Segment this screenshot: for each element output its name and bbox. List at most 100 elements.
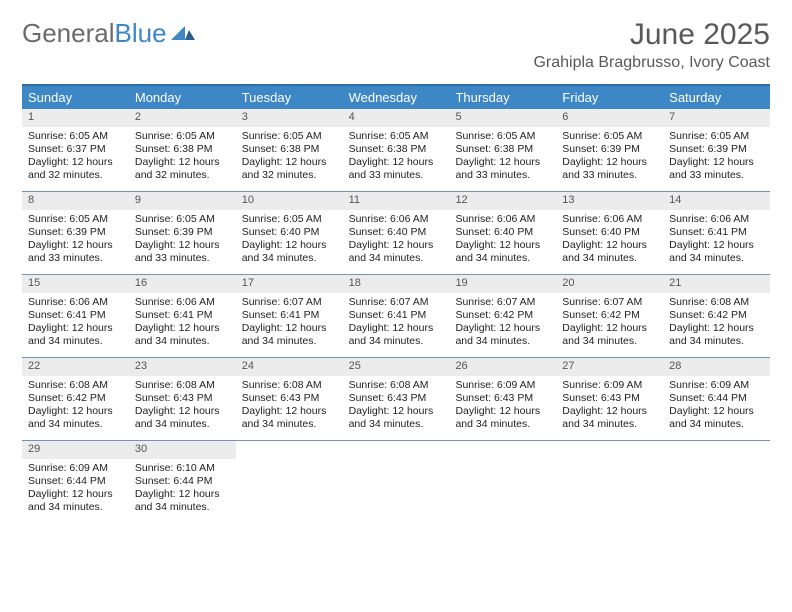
day-cell: 26Sunrise: 6:09 AMSunset: 6:43 PMDayligh… <box>449 358 556 440</box>
location: Grahipla Bragbrusso, Ivory Coast <box>533 54 770 72</box>
sunrise-line: Sunrise: 6:05 AM <box>455 130 550 143</box>
day-number: 6 <box>556 109 663 127</box>
day-body: Sunrise: 6:07 AMSunset: 6:42 PMDaylight:… <box>449 293 556 355</box>
day-body: Sunrise: 6:09 AMSunset: 6:44 PMDaylight:… <box>22 459 129 521</box>
empty-cell <box>449 441 556 523</box>
day-body: Sunrise: 6:06 AMSunset: 6:40 PMDaylight:… <box>449 210 556 272</box>
empty-cell <box>236 441 343 523</box>
day-headers: SundayMondayTuesdayWednesdayThursdayFrid… <box>22 86 770 109</box>
sunset-line: Sunset: 6:44 PM <box>28 475 123 488</box>
day-cell: 25Sunrise: 6:08 AMSunset: 6:43 PMDayligh… <box>343 358 450 440</box>
daylight-line: Daylight: 12 hours and 34 minutes. <box>455 322 550 348</box>
day-body: Sunrise: 6:08 AMSunset: 6:43 PMDaylight:… <box>236 376 343 438</box>
day-number: 26 <box>449 358 556 376</box>
logo-text-gray: General <box>22 20 115 46</box>
day-cell: 22Sunrise: 6:08 AMSunset: 6:42 PMDayligh… <box>22 358 129 440</box>
logo-mark-icon <box>171 20 195 46</box>
sunset-line: Sunset: 6:41 PM <box>242 309 337 322</box>
day-body: Sunrise: 6:05 AMSunset: 6:39 PMDaylight:… <box>663 127 770 189</box>
day-number: 19 <box>449 275 556 293</box>
day-cell: 7Sunrise: 6:05 AMSunset: 6:39 PMDaylight… <box>663 109 770 191</box>
day-cell: 30Sunrise: 6:10 AMSunset: 6:44 PMDayligh… <box>129 441 236 523</box>
sunrise-line: Sunrise: 6:05 AM <box>562 130 657 143</box>
sunrise-line: Sunrise: 6:06 AM <box>455 213 550 226</box>
day-body: Sunrise: 6:06 AMSunset: 6:40 PMDaylight:… <box>556 210 663 272</box>
sunset-line: Sunset: 6:42 PM <box>28 392 123 405</box>
sunset-line: Sunset: 6:39 PM <box>135 226 230 239</box>
daylight-line: Daylight: 12 hours and 34 minutes. <box>242 405 337 431</box>
week-row: 8Sunrise: 6:05 AMSunset: 6:39 PMDaylight… <box>22 192 770 275</box>
day-body: Sunrise: 6:07 AMSunset: 6:41 PMDaylight:… <box>236 293 343 355</box>
sunset-line: Sunset: 6:40 PM <box>455 226 550 239</box>
day-header: Tuesday <box>236 86 343 109</box>
day-body: Sunrise: 6:09 AMSunset: 6:43 PMDaylight:… <box>556 376 663 438</box>
day-number: 18 <box>343 275 450 293</box>
day-header: Wednesday <box>343 86 450 109</box>
day-number: 24 <box>236 358 343 376</box>
day-body: Sunrise: 6:05 AMSunset: 6:39 PMDaylight:… <box>556 127 663 189</box>
day-cell: 2Sunrise: 6:05 AMSunset: 6:38 PMDaylight… <box>129 109 236 191</box>
sunrise-line: Sunrise: 6:05 AM <box>135 213 230 226</box>
daylight-line: Daylight: 12 hours and 34 minutes. <box>562 322 657 348</box>
sunset-line: Sunset: 6:43 PM <box>242 392 337 405</box>
daylight-line: Daylight: 12 hours and 34 minutes. <box>562 239 657 265</box>
day-number: 22 <box>22 358 129 376</box>
day-body: Sunrise: 6:06 AMSunset: 6:41 PMDaylight:… <box>663 210 770 272</box>
week-row: 22Sunrise: 6:08 AMSunset: 6:42 PMDayligh… <box>22 358 770 441</box>
day-body: Sunrise: 6:05 AMSunset: 6:39 PMDaylight:… <box>22 210 129 272</box>
sunset-line: Sunset: 6:40 PM <box>349 226 444 239</box>
sunrise-line: Sunrise: 6:05 AM <box>242 213 337 226</box>
daylight-line: Daylight: 12 hours and 34 minutes. <box>135 488 230 514</box>
sunset-line: Sunset: 6:43 PM <box>135 392 230 405</box>
sunset-line: Sunset: 6:43 PM <box>349 392 444 405</box>
day-body: Sunrise: 6:05 AMSunset: 6:40 PMDaylight:… <box>236 210 343 272</box>
day-number: 2 <box>129 109 236 127</box>
day-body: Sunrise: 6:08 AMSunset: 6:42 PMDaylight:… <box>663 293 770 355</box>
sunset-line: Sunset: 6:39 PM <box>28 226 123 239</box>
sunrise-line: Sunrise: 6:06 AM <box>135 296 230 309</box>
day-cell: 12Sunrise: 6:06 AMSunset: 6:40 PMDayligh… <box>449 192 556 274</box>
daylight-line: Daylight: 12 hours and 32 minutes. <box>135 156 230 182</box>
day-cell: 8Sunrise: 6:05 AMSunset: 6:39 PMDaylight… <box>22 192 129 274</box>
sunset-line: Sunset: 6:41 PM <box>669 226 764 239</box>
sunset-line: Sunset: 6:38 PM <box>135 143 230 156</box>
sunrise-line: Sunrise: 6:05 AM <box>242 130 337 143</box>
daylight-line: Daylight: 12 hours and 34 minutes. <box>455 405 550 431</box>
day-body: Sunrise: 6:08 AMSunset: 6:42 PMDaylight:… <box>22 376 129 438</box>
day-body: Sunrise: 6:05 AMSunset: 6:38 PMDaylight:… <box>449 127 556 189</box>
day-cell: 29Sunrise: 6:09 AMSunset: 6:44 PMDayligh… <box>22 441 129 523</box>
day-number: 23 <box>129 358 236 376</box>
daylight-line: Daylight: 12 hours and 32 minutes. <box>28 156 123 182</box>
sunset-line: Sunset: 6:43 PM <box>562 392 657 405</box>
day-cell: 28Sunrise: 6:09 AMSunset: 6:44 PMDayligh… <box>663 358 770 440</box>
day-body: Sunrise: 6:09 AMSunset: 6:44 PMDaylight:… <box>663 376 770 438</box>
day-cell: 4Sunrise: 6:05 AMSunset: 6:38 PMDaylight… <box>343 109 450 191</box>
day-body: Sunrise: 6:05 AMSunset: 6:39 PMDaylight:… <box>129 210 236 272</box>
daylight-line: Daylight: 12 hours and 34 minutes. <box>349 405 444 431</box>
empty-cell <box>556 441 663 523</box>
empty-cell <box>663 441 770 523</box>
day-cell: 21Sunrise: 6:08 AMSunset: 6:42 PMDayligh… <box>663 275 770 357</box>
week-row: 29Sunrise: 6:09 AMSunset: 6:44 PMDayligh… <box>22 441 770 523</box>
day-cell: 23Sunrise: 6:08 AMSunset: 6:43 PMDayligh… <box>129 358 236 440</box>
day-body: Sunrise: 6:05 AMSunset: 6:38 PMDaylight:… <box>236 127 343 189</box>
day-number: 11 <box>343 192 450 210</box>
sunrise-line: Sunrise: 6:10 AM <box>135 462 230 475</box>
sunset-line: Sunset: 6:40 PM <box>242 226 337 239</box>
day-cell: 11Sunrise: 6:06 AMSunset: 6:40 PMDayligh… <box>343 192 450 274</box>
sunset-line: Sunset: 6:39 PM <box>562 143 657 156</box>
day-body: Sunrise: 6:05 AMSunset: 6:37 PMDaylight:… <box>22 127 129 189</box>
sunrise-line: Sunrise: 6:06 AM <box>669 213 764 226</box>
daylight-line: Daylight: 12 hours and 33 minutes. <box>135 239 230 265</box>
sunset-line: Sunset: 6:40 PM <box>562 226 657 239</box>
day-body: Sunrise: 6:06 AMSunset: 6:40 PMDaylight:… <box>343 210 450 272</box>
header: GeneralBlue June 2025 Grahipla Bragbruss… <box>22 18 770 72</box>
sunset-line: Sunset: 6:38 PM <box>455 143 550 156</box>
day-number: 29 <box>22 441 129 459</box>
daylight-line: Daylight: 12 hours and 34 minutes. <box>562 405 657 431</box>
day-header: Friday <box>556 86 663 109</box>
sunrise-line: Sunrise: 6:09 AM <box>562 379 657 392</box>
sunset-line: Sunset: 6:38 PM <box>349 143 444 156</box>
day-body: Sunrise: 6:06 AMSunset: 6:41 PMDaylight:… <box>129 293 236 355</box>
day-number: 20 <box>556 275 663 293</box>
